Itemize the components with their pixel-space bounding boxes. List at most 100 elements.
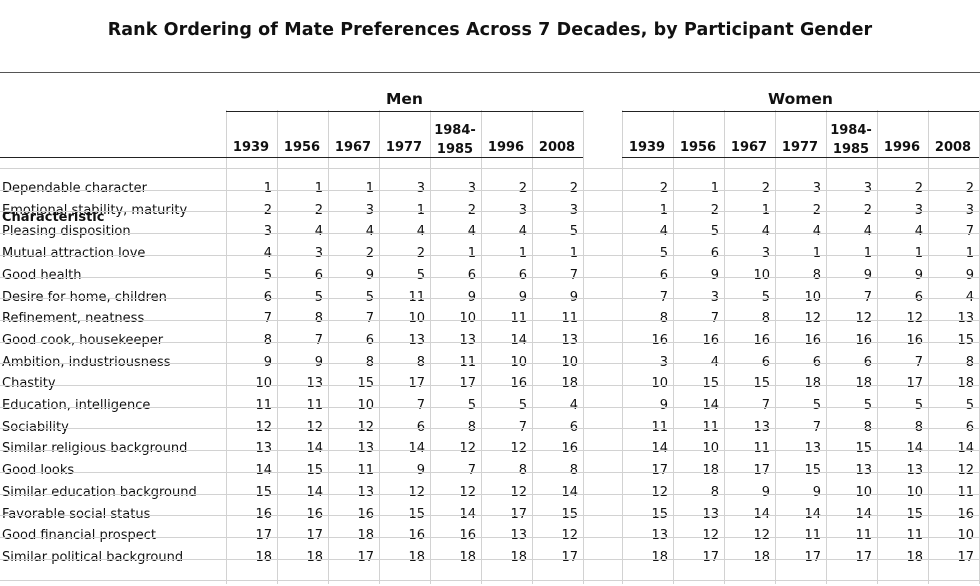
men-group-underline [226, 111, 583, 112]
rank-cell-men-1956: 14 [306, 484, 323, 500]
row-divider [0, 493, 980, 495]
table-row: Good health 5 6 9 5 6 6 7 6 9 10 8 9 9 9 [0, 265, 980, 287]
rank-cell-men-1977: 13 [408, 332, 425, 348]
rank-cell-women-2008: 2 [965, 181, 974, 196]
row-divider [0, 428, 980, 430]
rank-cell-women-1977: 4 [812, 224, 821, 240]
year-header-women-1977: 1977 [775, 140, 825, 155]
rank-cell-women-1967: 14 [753, 506, 770, 522]
rank-cell-men-1939: 1 [263, 181, 272, 196]
rank-cell-men-1939: 14 [255, 463, 272, 479]
table-row: Similar political background 18 18 17 18 18 18… [0, 547, 980, 569]
rank-cell-men-1967: 8 [365, 354, 374, 370]
rank-cell-women-2008: 6 [965, 419, 974, 435]
rank-cell-men-2008: 8 [569, 463, 578, 479]
table-top-border [0, 72, 980, 73]
rank-cell-women-1956: 14 [702, 398, 719, 413]
row-divider [0, 319, 980, 321]
column-divider [877, 110, 878, 584]
year-header-women-1996: 1996 [877, 140, 927, 155]
rank-cell-men-1996: 8 [518, 463, 527, 479]
rank-cell-women-1977: 6 [812, 354, 821, 370]
rank-cell-men-1977: 2 [416, 246, 425, 262]
characteristic-name: Pleasing disposition [2, 224, 131, 240]
rank-cell-women-2008: 16 [957, 506, 974, 522]
rank-cell-women-1939: 11 [651, 419, 668, 435]
year-header-line: 1977 [781, 140, 819, 155]
rank-cell-men-1984-1985: 12 [459, 484, 476, 500]
rank-cell-men-1977: 10 [408, 311, 425, 327]
rank-cell-women-1939: 4 [659, 224, 668, 240]
rank-cell-men-1967: 4 [365, 224, 374, 240]
year-header-women-1939: 1939 [622, 140, 672, 155]
rank-cell-men-2008: 18 [561, 376, 578, 392]
rank-cell-men-1977: 8 [416, 354, 425, 370]
rank-cell-women-1967: 5 [761, 289, 770, 305]
rank-cell-men-1939: 9 [263, 354, 272, 370]
rank-cell-women-1956: 13 [702, 506, 719, 522]
rank-cell-men-1967: 15 [357, 376, 374, 392]
rank-cell-women-1967: 11 [753, 441, 770, 457]
rank-cell-men-1984-1985: 17 [459, 376, 476, 392]
row-divider [0, 189, 980, 191]
table-row: Sociability 12 12 12 6 8 7 6 11 11 13 7 8 8 6 [0, 417, 980, 439]
rank-cell-women-2008: 5 [965, 398, 974, 413]
table-row: Favorable social status 16 16 16 15 14 17 15 15 1… [0, 504, 980, 526]
rank-cell-women-1967: 4 [761, 224, 770, 240]
table-row: Similar education background 15 14 13 12 12 12… [0, 482, 980, 504]
characteristic-name: Good cook, housekeeper [2, 332, 164, 348]
rank-cell-women-1977: 14 [804, 506, 821, 522]
rank-cell-men-1996: 14 [510, 332, 527, 348]
row-divider [0, 450, 980, 452]
year-header-line: 1984- [434, 123, 476, 138]
rank-table: Men Women Characteristic 1939 1956 1967 197… [0, 70, 980, 584]
rank-cell-men-1939: 16 [255, 506, 272, 522]
rank-cell-women-1996: 14 [906, 441, 923, 457]
rank-cell-women-1996: 10 [906, 484, 923, 500]
rank-cell-women-1939: 16 [651, 332, 668, 348]
rank-cell-women-2008: 3 [965, 202, 974, 218]
rank-cell-men-1977: 18 [408, 549, 425, 565]
rank-cell-men-1984-1985: 13 [459, 332, 476, 348]
rank-cell-women-1967: 16 [753, 332, 770, 348]
rank-cell-men-1996: 3 [518, 202, 527, 218]
rank-cell-men-2008: 4 [569, 398, 578, 413]
rank-cell-women-1939: 13 [651, 528, 668, 544]
rank-cell-men-1977: 17 [408, 376, 425, 392]
row-divider [0, 168, 980, 169]
year-header-line: 1985 [436, 142, 474, 157]
rank-cell-women-1939: 8 [659, 311, 668, 327]
characteristic-name: Sociability [2, 419, 69, 435]
column-divider [673, 110, 674, 584]
rank-cell-women-1956: 3 [710, 289, 719, 305]
characteristic-name: Emotional stability, maturity [2, 202, 188, 218]
rank-cell-women-1967: 8 [761, 311, 770, 327]
year-header-men-1956: 1956 [277, 140, 327, 155]
rank-cell-women-1996: 1 [914, 246, 923, 262]
year-header-men-1967: 1967 [328, 140, 378, 155]
year-header-women-2008: 2008 [928, 140, 978, 155]
rank-cell-men-1956: 14 [306, 441, 323, 457]
rank-cell-women-2008: 13 [957, 311, 974, 327]
rank-cell-men-1996: 7 [518, 419, 527, 435]
rank-cell-men-1984-1985: 11 [459, 354, 476, 370]
rank-cell-men-1967: 6 [365, 332, 374, 348]
rank-cell-men-2008: 5 [569, 224, 578, 240]
rank-cell-men-1996: 11 [510, 311, 527, 327]
rank-cell-men-1996: 4 [518, 224, 527, 240]
rank-cell-women-1984-1985: 16 [855, 332, 872, 348]
rank-cell-women-1977: 2 [812, 202, 821, 218]
rank-cell-women-2008: 14 [957, 441, 974, 457]
table-row: Good looks 14 15 11 9 7 8 8 17 18 17 15 13 13 12 [0, 460, 980, 482]
rank-cell-women-1956: 8 [710, 484, 719, 500]
rank-cell-men-1996: 2 [518, 181, 527, 196]
rank-cell-men-1939: 8 [263, 332, 272, 348]
rank-cell-women-1984-1985: 1 [863, 246, 872, 262]
column-divider [430, 110, 431, 584]
rank-cell-men-1967: 2 [365, 246, 374, 262]
rank-cell-women-1996: 18 [906, 549, 923, 565]
rank-cell-men-1967: 18 [357, 528, 374, 544]
rank-cell-women-1996: 15 [906, 506, 923, 522]
row-divider [0, 558, 980, 560]
column-divider [481, 110, 482, 584]
